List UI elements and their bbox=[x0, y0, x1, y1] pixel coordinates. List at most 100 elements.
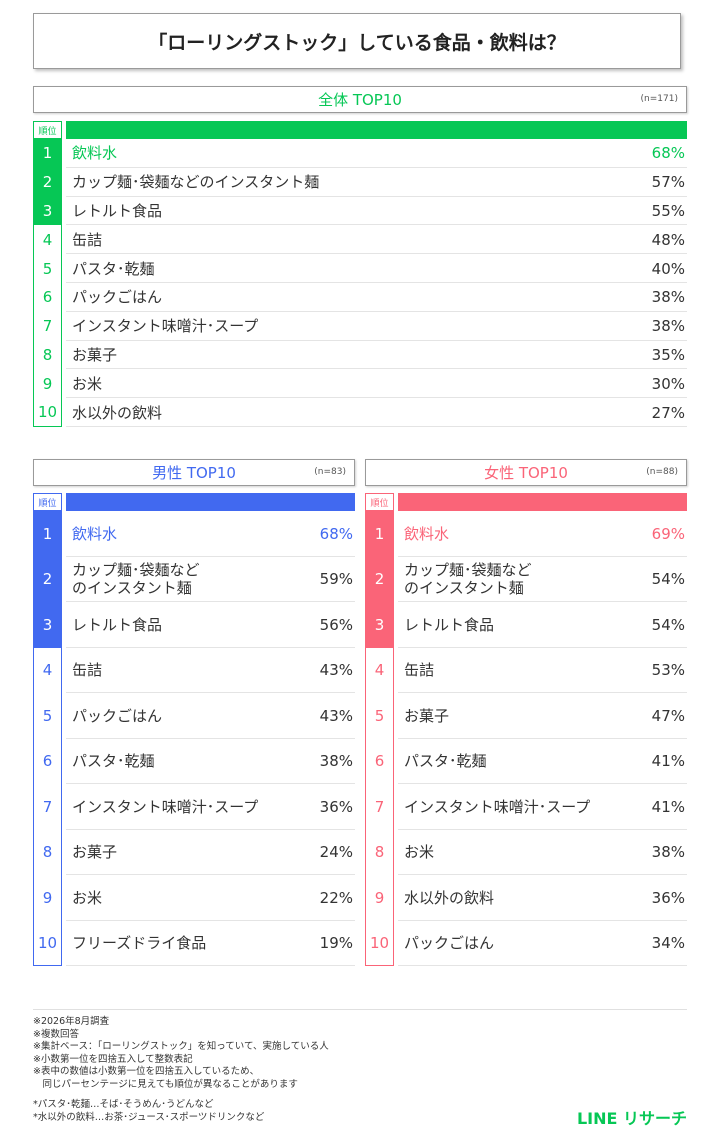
male-label-10: フリーズドライ食品 bbox=[72, 934, 207, 953]
male-rank-header: 順位 bbox=[33, 493, 62, 511]
male-value-9: 22% bbox=[319, 888, 353, 907]
overall-label-2: カップ麺･袋麺などのインスタント麺 bbox=[72, 173, 320, 192]
overall-value-9: 30% bbox=[651, 374, 685, 393]
female-rank-7: 7 bbox=[365, 784, 394, 830]
overall-rank-8: 8 bbox=[33, 340, 62, 370]
female-row-divider bbox=[398, 828, 687, 830]
male-row-divider bbox=[66, 646, 355, 648]
female-row-divider bbox=[398, 965, 687, 966]
overall-row-divider bbox=[66, 339, 687, 341]
male-sample-size: (n=83) bbox=[314, 467, 346, 477]
male-panel-header: 男性 TOP10 (n=83) bbox=[33, 459, 355, 486]
overall-label-6: パックごはん bbox=[72, 288, 163, 307]
female-label-10: パックごはん bbox=[404, 934, 495, 953]
male-label-6: パスタ･乾麺 bbox=[72, 752, 155, 771]
female-label-4: 缶詰 bbox=[404, 661, 435, 680]
overall-row-1: 1 飲料水 68% bbox=[33, 139, 687, 168]
female-value-5: 47% bbox=[651, 706, 685, 725]
male-label-7: インスタント味噌汁･スープ bbox=[72, 797, 259, 816]
note-line: ※2026年8月調査 bbox=[33, 1016, 110, 1027]
male-rank-7: 7 bbox=[33, 784, 62, 830]
overall-value-2: 57% bbox=[651, 173, 685, 192]
male-value-6: 38% bbox=[319, 752, 353, 771]
overall-rank-3: 3 bbox=[33, 196, 62, 226]
female-label-5: お菓子 bbox=[404, 706, 450, 725]
female-rank-6: 6 bbox=[365, 738, 394, 784]
male-rank-1: 1 bbox=[33, 511, 62, 557]
female-row-divider bbox=[398, 646, 687, 648]
female-row-3: 3 レトルト食品 54% bbox=[365, 602, 687, 648]
overall-row-8: 8 お菓子 35% bbox=[33, 340, 687, 370]
female-row-divider bbox=[398, 783, 687, 784]
male-row-divider bbox=[66, 919, 355, 921]
male-row-6: 6 パスタ･乾麺 38% bbox=[33, 738, 355, 784]
female-title: 女性 TOP10 bbox=[484, 464, 568, 482]
female-row-7: 7 インスタント味噌汁･スープ 41% bbox=[365, 784, 687, 830]
female-row-4: 4 缶詰 53% bbox=[365, 647, 687, 693]
female-row-divider bbox=[398, 555, 687, 557]
overall-value-7: 38% bbox=[651, 317, 685, 336]
female-row-8: 8 お米 38% bbox=[365, 829, 687, 875]
male-row-2: 2 カップ麺･袋麺など のインスタント麺 59% bbox=[33, 556, 355, 602]
male-rank-2: 2 bbox=[33, 556, 62, 602]
female-row-divider bbox=[398, 737, 687, 739]
male-row-divider bbox=[66, 555, 355, 557]
male-value-2: 59% bbox=[319, 570, 353, 589]
overall-panel-header: 全体 TOP10 (n=171) bbox=[33, 86, 687, 113]
male-label-4: 缶詰 bbox=[72, 661, 103, 680]
overall-row-divider bbox=[66, 253, 687, 255]
overall-row-4: 4 缶詰 48% bbox=[33, 225, 687, 255]
overall-rank-7: 7 bbox=[33, 311, 62, 341]
footnote-line: *水以外の飲料…お茶･ジュース･スポーツドリンクなど bbox=[33, 1111, 265, 1123]
overall-label-4: 缶詰 bbox=[72, 230, 103, 249]
female-label-2: カップ麺･袋麺など のインスタント麺 bbox=[404, 561, 532, 598]
overall-label-10: 水以外の飲料 bbox=[72, 403, 163, 422]
overall-value-5: 40% bbox=[651, 259, 685, 278]
female-value-10: 34% bbox=[651, 934, 685, 953]
female-rank-10: 10 bbox=[365, 920, 394, 966]
female-rank-2: 2 bbox=[365, 556, 394, 602]
overall-row-divider bbox=[66, 195, 687, 197]
male-label-9: お米 bbox=[72, 888, 103, 907]
female-label-8: お米 bbox=[404, 843, 435, 862]
female-rank-8: 8 bbox=[365, 829, 394, 875]
overall-value-8: 35% bbox=[651, 345, 685, 364]
female-row-2: 2 カップ麺･袋麺など のインスタント麺 54% bbox=[365, 556, 687, 602]
male-rank-3: 3 bbox=[33, 602, 62, 648]
overall-label-7: インスタント味噌汁･スープ bbox=[72, 317, 259, 336]
male-label-1: 飲料水 bbox=[72, 524, 118, 543]
male-rank-8: 8 bbox=[33, 829, 62, 875]
overall-row-divider bbox=[66, 397, 687, 399]
overall-value-1: 68% bbox=[651, 144, 685, 163]
male-rank-5: 5 bbox=[33, 693, 62, 739]
male-row-divider bbox=[66, 737, 355, 739]
overall-rank-4: 4 bbox=[33, 225, 62, 255]
female-panel-header: 女性 TOP10 (n=88) bbox=[365, 459, 687, 486]
notes-divider bbox=[33, 1009, 687, 1010]
female-label-3: レトルト食品 bbox=[404, 615, 495, 634]
note-line: ※集計ベース：「ローリングストック」を知っていて、実施している人 bbox=[33, 1041, 329, 1052]
overall-title: 全体 TOP10 bbox=[318, 91, 402, 109]
note-line: ※小数第一位を四捨五入して整数表記 bbox=[33, 1053, 193, 1065]
male-row-divider bbox=[66, 874, 355, 875]
overall-row-divider bbox=[66, 281, 687, 283]
female-header-bar bbox=[398, 493, 687, 511]
female-row-9: 9 水以外の飲料 36% bbox=[365, 875, 687, 921]
female-row-divider bbox=[398, 874, 687, 875]
female-rank-bar: 順位 bbox=[365, 493, 687, 511]
female-sample-size: (n=88) bbox=[646, 467, 678, 477]
overall-rank-bar: 順位 bbox=[33, 121, 687, 139]
overall-row-divider bbox=[66, 166, 687, 168]
female-value-9: 36% bbox=[651, 888, 685, 907]
overall-table: 1 飲料水 68% 2 カップ麺･袋麺などのインスタント麺 57% 3 レトルト食品 55% 4 缶… bbox=[33, 139, 687, 427]
male-rank-6: 6 bbox=[33, 738, 62, 784]
footnote-line: *パスタ･乾麺…そば･そうめん･うどんなど bbox=[33, 1099, 214, 1110]
male-row-divider bbox=[66, 692, 355, 693]
female-rank-3: 3 bbox=[365, 602, 394, 648]
male-label-5: パックごはん bbox=[72, 706, 163, 725]
overall-row-divider bbox=[66, 310, 687, 312]
overall-rank-10: 10 bbox=[33, 398, 62, 427]
female-label-1: 飲料水 bbox=[404, 524, 450, 543]
note-line: ※表中の数値は小数第一位を四捨五入しているため、 bbox=[33, 1066, 260, 1077]
overall-sample-size: (n=171) bbox=[640, 94, 678, 104]
